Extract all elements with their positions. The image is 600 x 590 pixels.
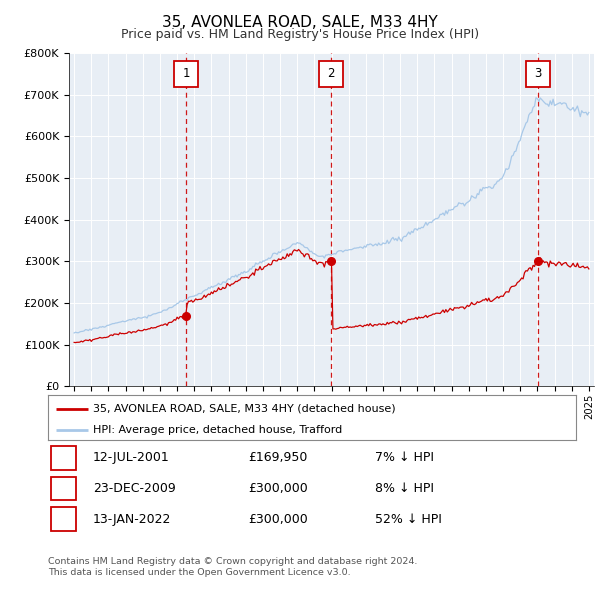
Text: Contains HM Land Registry data © Crown copyright and database right 2024.: Contains HM Land Registry data © Crown c… <box>48 558 418 566</box>
Text: 2: 2 <box>328 67 335 80</box>
Text: 8% ↓ HPI: 8% ↓ HPI <box>376 482 434 495</box>
Text: £169,950: £169,950 <box>248 451 308 464</box>
Text: HPI: Average price, detached house, Trafford: HPI: Average price, detached house, Traf… <box>93 425 342 435</box>
FancyBboxPatch shape <box>526 61 550 87</box>
FancyBboxPatch shape <box>50 446 76 470</box>
Text: 52% ↓ HPI: 52% ↓ HPI <box>376 513 442 526</box>
Text: 35, AVONLEA ROAD, SALE, M33 4HY: 35, AVONLEA ROAD, SALE, M33 4HY <box>162 15 438 30</box>
Text: 1: 1 <box>182 67 190 80</box>
Text: 23-DEC-2009: 23-DEC-2009 <box>93 482 176 495</box>
FancyBboxPatch shape <box>174 61 198 87</box>
Text: Price paid vs. HM Land Registry's House Price Index (HPI): Price paid vs. HM Land Registry's House … <box>121 28 479 41</box>
Text: 1: 1 <box>59 451 67 464</box>
Text: 13-JAN-2022: 13-JAN-2022 <box>93 513 171 526</box>
FancyBboxPatch shape <box>50 507 76 531</box>
Text: 3: 3 <box>535 67 542 80</box>
Text: 12-JUL-2001: 12-JUL-2001 <box>93 451 170 464</box>
FancyBboxPatch shape <box>319 61 343 87</box>
Text: 3: 3 <box>59 513 67 526</box>
Text: £300,000: £300,000 <box>248 482 308 495</box>
Text: This data is licensed under the Open Government Licence v3.0.: This data is licensed under the Open Gov… <box>48 568 350 577</box>
FancyBboxPatch shape <box>50 477 76 500</box>
Text: 35, AVONLEA ROAD, SALE, M33 4HY (detached house): 35, AVONLEA ROAD, SALE, M33 4HY (detache… <box>93 404 395 414</box>
Text: 7% ↓ HPI: 7% ↓ HPI <box>376 451 434 464</box>
Text: £300,000: £300,000 <box>248 513 308 526</box>
Text: 2: 2 <box>59 482 67 495</box>
